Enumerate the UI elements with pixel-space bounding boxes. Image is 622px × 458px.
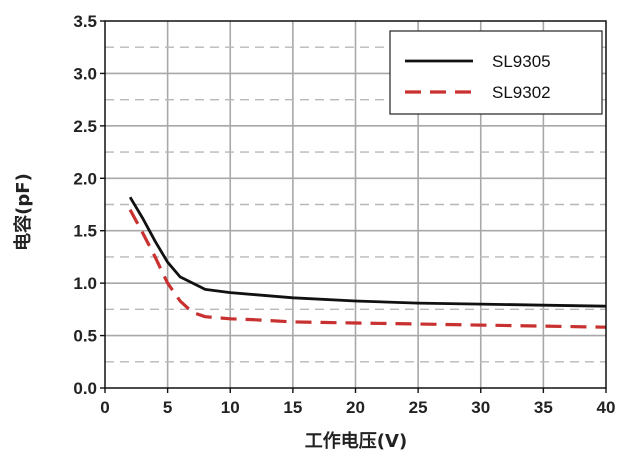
x-tick-label: 25 <box>409 398 428 417</box>
x-tick-label: 10 <box>221 398 240 417</box>
y-tick-label: 2.5 <box>73 117 97 136</box>
y-tick-label: 0.5 <box>73 327 97 346</box>
x-axis-label: 工作电压(V) <box>305 430 407 452</box>
series-layer <box>128 196 607 329</box>
legend-box <box>389 30 603 115</box>
y-tick-label: 2.0 <box>73 169 97 188</box>
legend-label-sl9305: SL9305 <box>492 52 551 71</box>
y-tick-label: 3.5 <box>73 12 97 31</box>
ticks <box>100 20 607 393</box>
tick-labels: 0 5 10 15 20 25 30 35 40 0.0 0.5 1.0 1.5 2.0 2.5 3.0 3.5 <box>73 12 615 417</box>
y-tick-label: 3.0 <box>73 64 97 83</box>
y-tick-label: 1.0 <box>73 274 97 293</box>
y-tick-label: 0.0 <box>73 379 97 398</box>
y-tick-label: 1.5 <box>73 222 97 241</box>
x-tick-label: 0 <box>100 398 109 417</box>
x-tick-label: 40 <box>597 398 616 417</box>
legend: SL9305 SL9302 <box>389 30 603 115</box>
x-tick-label: 30 <box>471 398 490 417</box>
series-line-sl9305 <box>128 196 607 308</box>
y-axis-label: 电容(pF) <box>12 173 34 251</box>
x-tick-label: 5 <box>163 398 172 417</box>
legend-label-sl9302: SL9302 <box>492 83 551 102</box>
series-line-sl9302 <box>128 208 607 329</box>
x-tick-label: 15 <box>283 398 302 417</box>
x-tick-label: 35 <box>534 398 553 417</box>
x-tick-label: 20 <box>346 398 365 417</box>
